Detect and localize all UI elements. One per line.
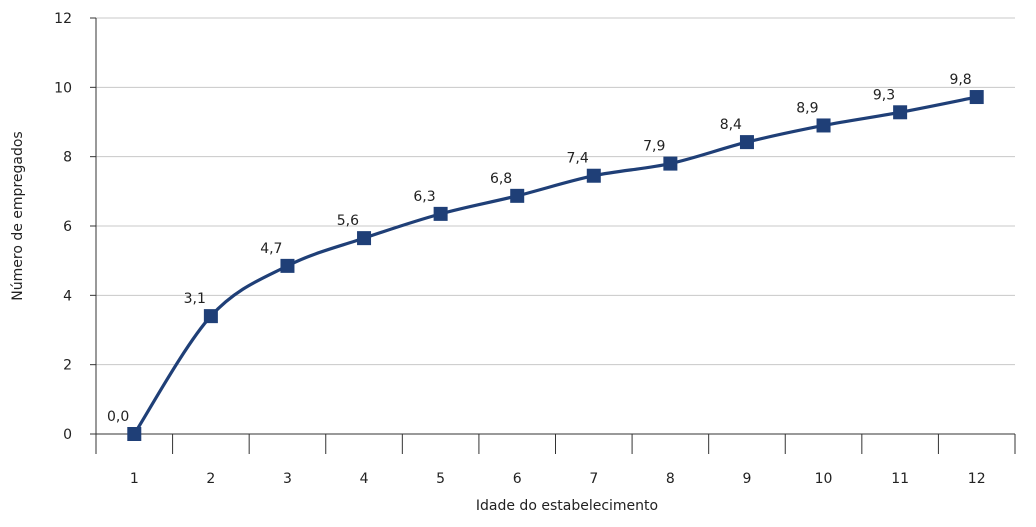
y-tick-label: 4: [63, 288, 72, 304]
data-label: 0,0: [107, 409, 129, 425]
x-tick-labels: 1 2 3 4 5 6 7 8 9 10 11 12: [130, 471, 986, 487]
y-tick-label: 2: [63, 358, 72, 374]
x-axis-title: Idade do estabelecimento: [476, 498, 658, 514]
data-label: 6,3: [413, 189, 435, 205]
data-label: 6,8: [490, 171, 512, 187]
data-point: [280, 258, 295, 273]
y-tick-label: 8: [63, 150, 72, 166]
y-tick-label: 10: [54, 80, 72, 96]
y-tick-label: 0: [63, 427, 72, 443]
data-label: 7,9: [643, 139, 665, 155]
y-tick-labels: 0 2 4 6 8 10 12: [54, 11, 72, 443]
data-label: 4,7: [260, 241, 282, 257]
data-point: [510, 188, 525, 203]
data-point: [893, 105, 908, 120]
data-labels: 0,0 3,1 4,7 5,6 6,3 6,8 7,4 7,9 8,4 8,9 9,3 9,8: [107, 72, 972, 425]
data-label: 5,6: [337, 213, 359, 229]
x-tick-label: 4: [360, 471, 369, 487]
y-tick-label: 6: [63, 219, 72, 235]
x-tick-label: 7: [589, 471, 598, 487]
x-tick-label: 8: [666, 471, 675, 487]
axes: [90, 17, 1016, 454]
data-point: [586, 168, 601, 183]
x-tick-label: 6: [513, 471, 522, 487]
x-tick-label: 11: [891, 471, 909, 487]
data-point: [816, 118, 831, 133]
x-tick-label: 3: [283, 471, 292, 487]
data-point: [127, 427, 142, 441]
x-tick-label: 5: [436, 471, 445, 487]
data-label: 8,9: [796, 100, 818, 116]
data-point: [739, 135, 754, 150]
series-line: [132, 95, 979, 436]
x-tick-label: 9: [742, 471, 751, 487]
gridlines: [96, 17, 1015, 366]
y-tick-label: 12: [54, 11, 72, 27]
data-point: [203, 309, 218, 324]
data-label: 3,1: [184, 291, 206, 307]
data-point: [357, 231, 372, 246]
data-point: [433, 206, 448, 221]
x-tick-label: 10: [815, 471, 833, 487]
data-point: [663, 156, 678, 171]
data-label: 9,3: [873, 87, 895, 103]
x-tick-label: 2: [206, 471, 215, 487]
x-tick-label: 1: [130, 471, 139, 487]
data-label: 7,4: [567, 151, 589, 167]
y-axis-title: Número de empregados: [10, 131, 26, 300]
data-label: 9,8: [949, 72, 971, 88]
data-label: 8,4: [720, 117, 742, 133]
x-tick-label: 12: [968, 471, 986, 487]
data-point: [969, 90, 984, 105]
data-points: [127, 90, 984, 441]
